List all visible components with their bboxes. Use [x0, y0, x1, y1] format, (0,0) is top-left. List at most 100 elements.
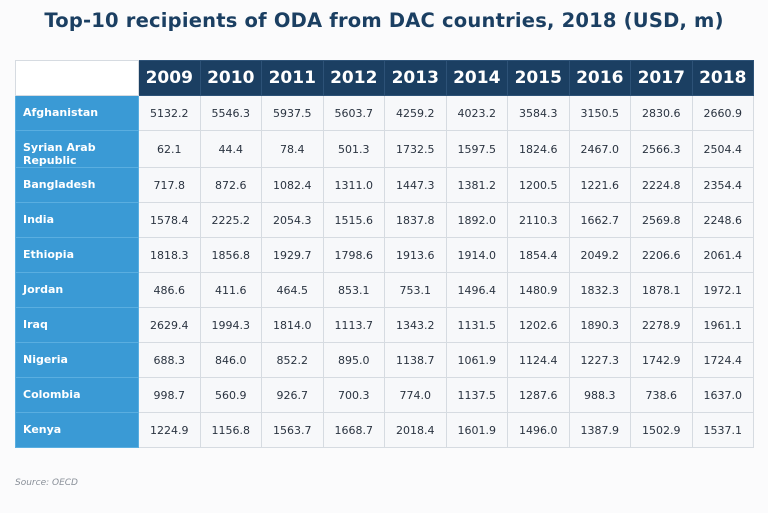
table-cell: 717.8	[138, 167, 201, 203]
table-cell: 1563.7	[261, 412, 324, 448]
table-cell: 2504.4	[691, 130, 754, 168]
table-cell: 1537.1	[691, 412, 754, 448]
table-cell: 852.2	[261, 342, 324, 378]
table-cell: 560.9	[199, 377, 262, 413]
table-cell: 988.3	[568, 377, 631, 413]
row-header: Iraq	[15, 307, 139, 343]
table-cell: 688.3	[138, 342, 201, 378]
table-cell: 1311.0	[322, 167, 385, 203]
table-cell: 1668.7	[322, 412, 385, 448]
table-cell: 1496.0	[507, 412, 570, 448]
table-cell: 78.4	[261, 130, 324, 168]
table-cell: 1724.4	[691, 342, 754, 378]
table-cell: 1929.7	[261, 237, 324, 273]
table-cell: 5603.7	[322, 95, 385, 131]
column-header-2011: 2011	[261, 60, 324, 96]
table-cell: 5937.5	[261, 95, 324, 131]
table-cell: 1131.5	[445, 307, 508, 343]
table-row: Iraq 2629.4 1994.3 1814.0 1113.7 1343.2 1131.5…	[15, 307, 754, 343]
table-cell: 1502.9	[630, 412, 693, 448]
table-cell: 1818.3	[138, 237, 201, 273]
table-cell: 1798.6	[322, 237, 385, 273]
row-header: Jordan	[15, 272, 139, 308]
row-header: Ethiopia	[15, 237, 139, 273]
table-cell: 62.1	[138, 130, 201, 168]
table-cell: 4259.2	[384, 95, 447, 131]
table-cell: 1742.9	[630, 342, 693, 378]
table-cell: 753.1	[384, 272, 447, 308]
row-header: Colombia	[15, 377, 139, 413]
table-cell: 1061.9	[445, 342, 508, 378]
table-cell: 1156.8	[199, 412, 262, 448]
column-header-2012: 2012	[322, 60, 385, 96]
table-cell: 774.0	[384, 377, 447, 413]
table-cell: 1890.3	[568, 307, 631, 343]
table-cell: 2566.3	[630, 130, 693, 168]
table-cell: 1381.2	[445, 167, 508, 203]
page-title: Top-10 recipients of ODA from DAC countr…	[44, 9, 724, 32]
column-header-2017: 2017	[630, 60, 693, 96]
table-cell: 1601.9	[445, 412, 508, 448]
table-cell: 1124.4	[507, 342, 570, 378]
table-cell: 3584.3	[507, 95, 570, 131]
table-cell: 1597.5	[445, 130, 508, 168]
table-cell: 1854.4	[507, 237, 570, 273]
column-header-2010: 2010	[199, 60, 262, 96]
table-cell: 1913.6	[384, 237, 447, 273]
table-cell: 1137.5	[445, 377, 508, 413]
table-cell: 1994.3	[199, 307, 262, 343]
table-row: Afghanistan 5132.2 5546.3 5937.5 5603.7 4259.…	[15, 95, 754, 131]
table-cell: 2248.6	[691, 202, 754, 238]
header-row: 2009 2010 2011 2012 2013 2014 2015 2016 2017 2018	[15, 60, 754, 96]
column-header-2018: 2018	[691, 60, 754, 96]
row-header: Nigeria	[15, 342, 139, 378]
table-cell: 2054.3	[261, 202, 324, 238]
table-cell: 2110.3	[507, 202, 570, 238]
table-cell: 1814.0	[261, 307, 324, 343]
table-cell: 2049.2	[568, 237, 631, 273]
table-cell: 2354.4	[691, 167, 754, 203]
table-cell: 1082.4	[261, 167, 324, 203]
table-cell: 2467.0	[568, 130, 631, 168]
table-cell: 998.7	[138, 377, 201, 413]
table-cell: 1662.7	[568, 202, 631, 238]
table-cell: 895.0	[322, 342, 385, 378]
table-row: India 1578.4 2225.2 2054.3 1515.6 1837.8 1892.…	[15, 202, 754, 238]
column-header-2013: 2013	[384, 60, 447, 96]
table-cell: 1878.1	[630, 272, 693, 308]
table-cell: 44.4	[199, 130, 262, 168]
table-cell: 501.3	[322, 130, 385, 168]
table-cell: 1496.4	[445, 272, 508, 308]
table-cell: 1138.7	[384, 342, 447, 378]
table-cell: 1578.4	[138, 202, 201, 238]
table-cell: 926.7	[261, 377, 324, 413]
table-cell: 5132.2	[138, 95, 201, 131]
table-cell: 1824.6	[507, 130, 570, 168]
column-header-2016: 2016	[568, 60, 631, 96]
table-cell: 1343.2	[384, 307, 447, 343]
table-cell: 1515.6	[322, 202, 385, 238]
column-header-2015: 2015	[507, 60, 570, 96]
table-cell: 1200.5	[507, 167, 570, 203]
table-row: Kenya 1224.9 1156.8 1563.7 1668.7 2018.4 1601.…	[15, 412, 754, 448]
table-cell: 2830.6	[630, 95, 693, 131]
table-cell: 1732.5	[384, 130, 447, 168]
table-cell: 2278.9	[630, 307, 693, 343]
table-cell: 1224.9	[138, 412, 201, 448]
table-cell: 486.6	[138, 272, 201, 308]
table-row: Ethiopia 1818.3 1856.8 1929.7 1798.6 1913.6 19…	[15, 237, 754, 273]
table-cell: 1832.3	[568, 272, 631, 308]
table-row: Colombia 998.7 560.9 926.7 700.3 774.0 1137.5 1…	[15, 377, 754, 413]
corner-cell	[15, 60, 139, 96]
table-cell: 2569.8	[630, 202, 693, 238]
table-cell: 2629.4	[138, 307, 201, 343]
table-cell: 1447.3	[384, 167, 447, 203]
table-cell: 2018.4	[384, 412, 447, 448]
table-cell: 1914.0	[445, 237, 508, 273]
table-cell: 846.0	[199, 342, 262, 378]
column-header-2009: 2009	[138, 60, 201, 96]
row-header: Afghanistan	[15, 95, 139, 131]
table-cell: 2660.9	[691, 95, 754, 131]
source-note: Source: OECD	[15, 478, 78, 488]
table-cell: 1837.8	[384, 202, 447, 238]
